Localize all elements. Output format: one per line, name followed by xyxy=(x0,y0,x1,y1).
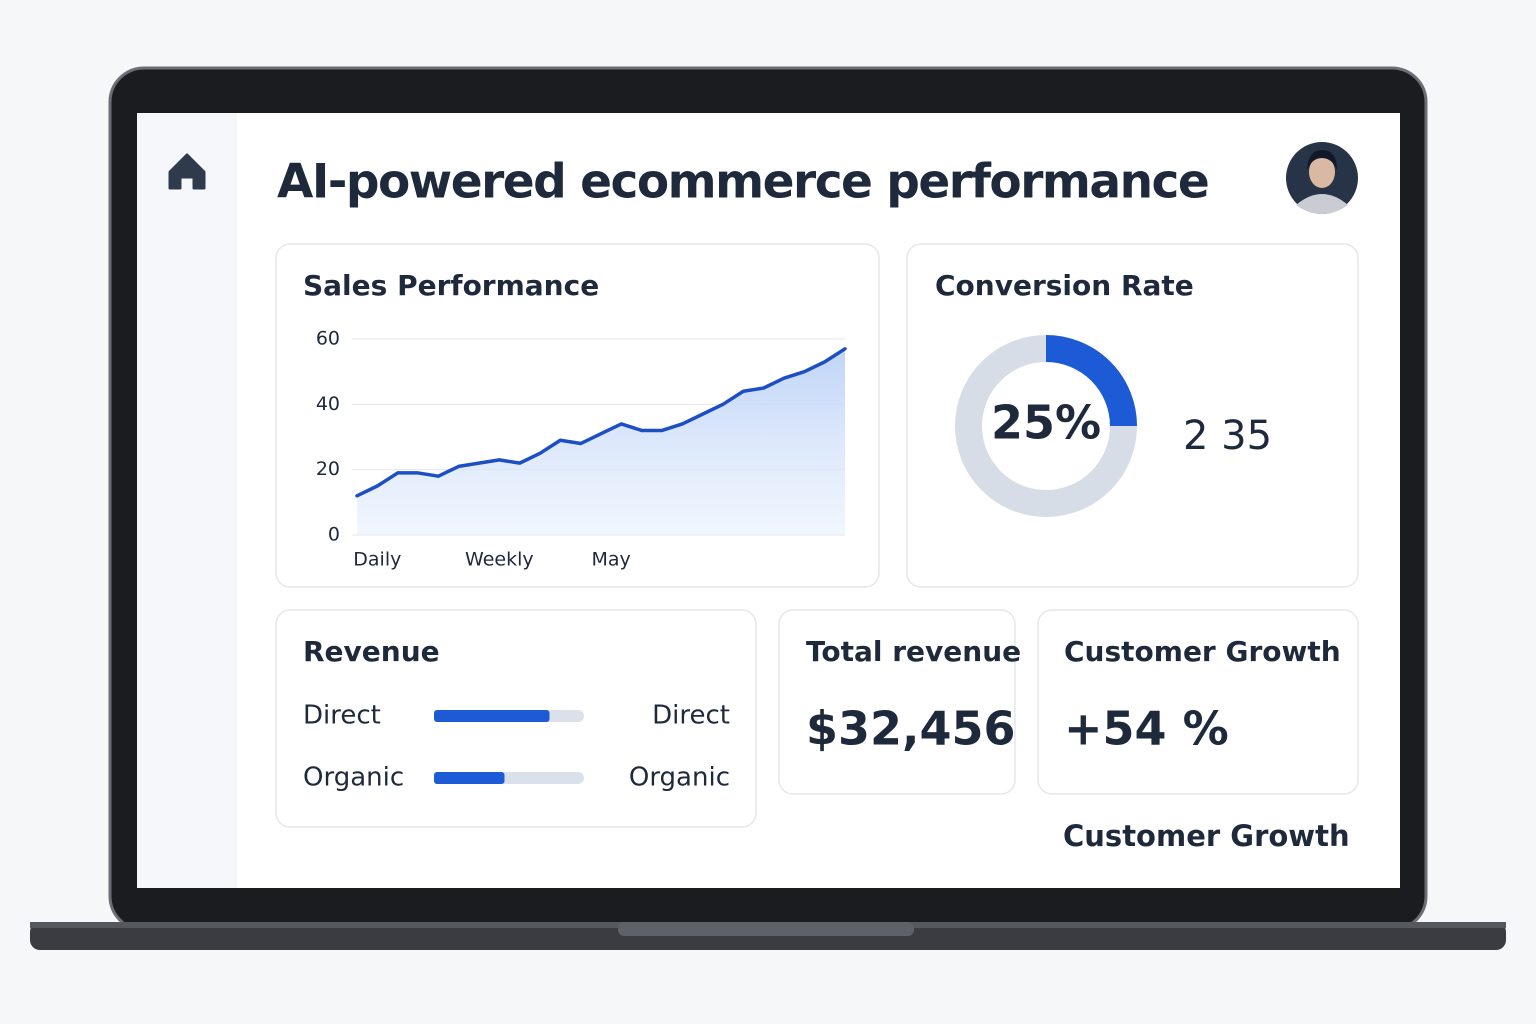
avatar-hair xyxy=(1307,150,1337,170)
donut-arc xyxy=(955,335,1137,517)
bar-label: Direct xyxy=(303,701,381,731)
page-title: AI-powered ecommerce performance xyxy=(277,155,1208,210)
x-tick-label: May xyxy=(592,549,631,571)
card-value: $32,456 xyxy=(806,702,1016,756)
card-title: Revenue xyxy=(303,635,440,668)
bar-label: Organic xyxy=(303,763,404,793)
x-tick-label: Weekly xyxy=(465,549,534,571)
donut-annotation: 2 35 xyxy=(1183,413,1272,459)
total-revenue-card xyxy=(778,609,1016,795)
card-value: +54 % xyxy=(1064,702,1229,756)
avatar-face xyxy=(1309,156,1335,188)
card-title: Customer Growth xyxy=(1064,635,1341,668)
footer-label: Customer Growth xyxy=(1063,819,1350,853)
y-tick-label: 20 xyxy=(316,458,340,480)
home-icon[interactable] xyxy=(168,153,206,190)
donut-label: 25% xyxy=(991,396,1101,450)
x-tick-label: Daily xyxy=(353,549,401,571)
y-tick-label: 0 xyxy=(328,524,340,546)
bar-label-right: Organic xyxy=(629,763,730,793)
card-title: Total revenue xyxy=(806,635,1021,668)
laptop-notch xyxy=(618,922,914,936)
sidebar xyxy=(137,113,237,888)
line xyxy=(355,347,847,498)
line-area xyxy=(357,348,845,535)
y-tick-label: 60 xyxy=(316,328,340,350)
bar xyxy=(434,710,550,722)
y-tick-label: 40 xyxy=(316,393,340,415)
growth-card xyxy=(1037,609,1359,795)
bar xyxy=(434,772,505,784)
bar-label-right: Direct xyxy=(652,701,730,731)
card-title: Sales Performance xyxy=(303,269,599,302)
card-title: Conversion Rate xyxy=(935,269,1194,302)
avatar-shoulders xyxy=(1296,194,1348,214)
avatar[interactable] xyxy=(1286,142,1358,214)
